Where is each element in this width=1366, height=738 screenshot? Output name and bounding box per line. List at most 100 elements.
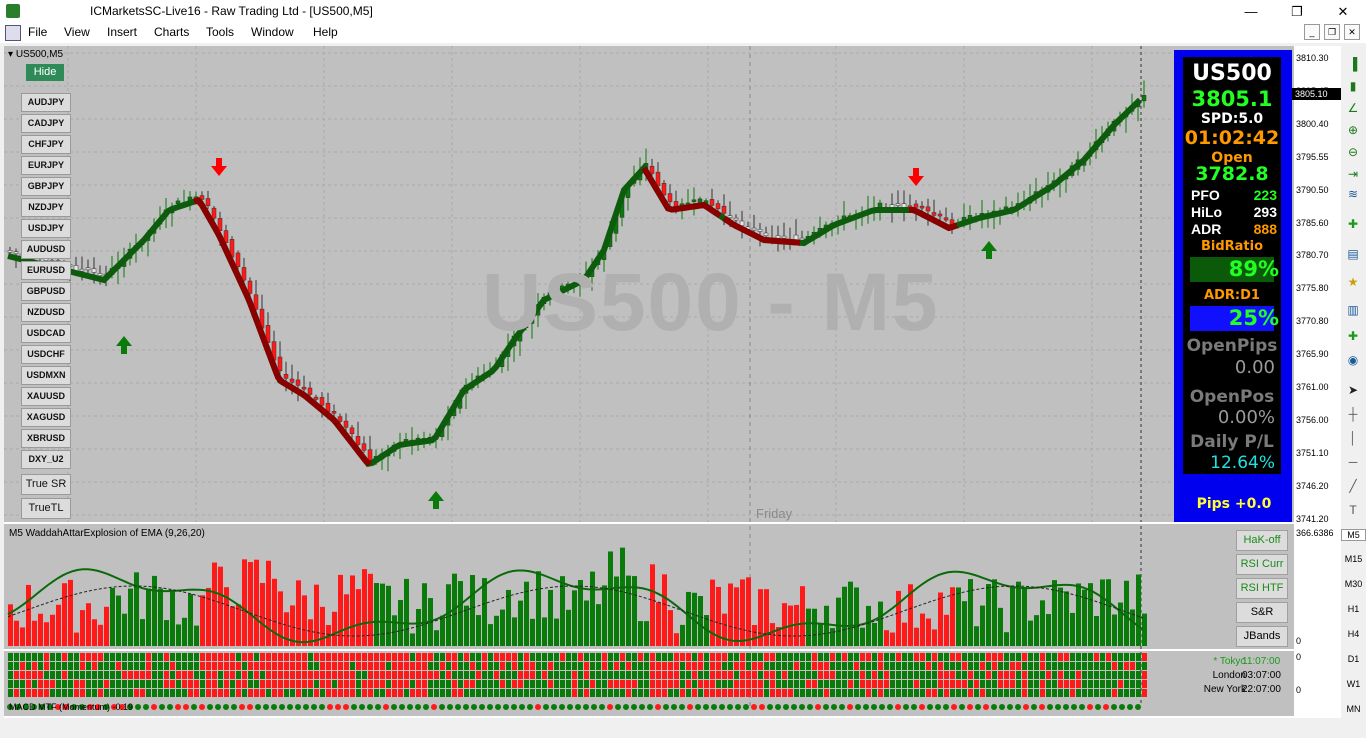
mdi-minimize-icon[interactable]: _ [1304, 24, 1320, 40]
crosshair-icon[interactable]: ┼ [1348, 407, 1358, 421]
symbol-button[interactable]: XAUUSD [21, 387, 71, 406]
symbol-button[interactable]: CHFJPY [21, 135, 71, 154]
properties-icon[interactable]: ▥ [1347, 303, 1359, 317]
true-tl-button[interactable]: TrueTL [21, 498, 71, 519]
menu-tools[interactable]: Tools [206, 25, 235, 39]
vertical-line-icon[interactable]: │ [1349, 431, 1357, 445]
symbol-button[interactable]: XBRUSD [21, 429, 71, 448]
indicator-toggle-button[interactable]: JBands [1236, 626, 1288, 647]
histogram-bar [908, 584, 913, 646]
symbol-button[interactable]: CADJPY [21, 114, 71, 133]
macd-cell [278, 671, 283, 679]
macd-cell [140, 653, 145, 661]
macd-cell [254, 680, 259, 688]
timeframe-h1[interactable]: H1 [1347, 604, 1360, 614]
price-scale[interactable] [1294, 46, 1341, 718]
symbol-button[interactable]: EURUSD [21, 261, 71, 280]
close-button[interactable]: ✕ [1337, 4, 1349, 19]
symbol-button[interactable]: NZDJPY [21, 198, 71, 217]
symbol-button[interactable]: AUDJPY [21, 93, 71, 112]
new-order-icon[interactable]: ✚ [1347, 329, 1359, 343]
cursor-icon[interactable]: ➤ [1347, 383, 1359, 397]
symbol-button[interactable]: GBPJPY [21, 177, 71, 196]
add-icon[interactable]: ✚ [1347, 217, 1359, 231]
indicator-toggle-button[interactable]: RSI HTF [1236, 578, 1288, 599]
symbol-button[interactable]: USDCAD [21, 324, 71, 343]
horizontal-line-icon[interactable]: ─ [1348, 455, 1358, 469]
macd-cell [176, 662, 181, 670]
macd-cell [80, 689, 85, 697]
true-sr-button[interactable]: True SR [21, 474, 71, 495]
macd-cell [632, 680, 637, 688]
macd-cell [926, 680, 931, 688]
menu-insert[interactable]: Insert [107, 25, 138, 39]
menu-help[interactable]: Help [313, 25, 338, 39]
chart-window[interactable]: US500 - M5 Friday ▾ US500,M5 Hide AUDJPY… [4, 46, 1341, 732]
zoom-in-icon[interactable]: ⊕ [1347, 123, 1359, 137]
zoom-out-icon[interactable]: ⊖ [1347, 145, 1359, 159]
chart-bar-icon[interactable]: ▐ [1348, 57, 1358, 71]
timeframe-h4[interactable]: H4 [1347, 629, 1360, 639]
menu-window[interactable]: Window [251, 25, 294, 39]
symbol-button[interactable]: EURJPY [21, 156, 71, 175]
text-icon[interactable]: T [1349, 503, 1357, 517]
chart-canvas[interactable] [4, 46, 1294, 716]
macd-cell [320, 689, 325, 697]
timeframe-m15[interactable]: M15 [1344, 554, 1363, 564]
pane-separator[interactable] [4, 522, 1294, 524]
macd-cell [1046, 662, 1051, 670]
histogram-bar [446, 584, 451, 646]
macd-cell [944, 680, 949, 688]
templates-icon[interactable]: ▤ [1347, 247, 1359, 261]
macd-cell [992, 689, 997, 697]
minimize-button[interactable]: — [1244, 4, 1258, 19]
symbol-button[interactable]: USDMXN [21, 366, 71, 385]
timeframe-m30[interactable]: M30 [1344, 579, 1363, 589]
menu-charts[interactable]: Charts [154, 25, 190, 39]
menu-file[interactable]: File [28, 25, 48, 39]
symbol-button[interactable]: USDCHF [21, 345, 71, 364]
favorites-icon[interactable]: ★ [1347, 275, 1359, 289]
macd-cell [284, 680, 289, 688]
line-chart-icon[interactable]: ∠ [1347, 101, 1359, 115]
candle-body [313, 396, 319, 400]
document-icon[interactable] [5, 25, 21, 41]
macd-cell [788, 680, 793, 688]
maximize-button[interactable]: ❐ [1291, 4, 1303, 19]
menu-view[interactable]: View [64, 25, 90, 39]
candlestick-icon[interactable]: ▮ [1349, 79, 1357, 93]
macd-cell [734, 689, 739, 697]
macd-cell [1094, 689, 1099, 697]
macd-dot [983, 704, 989, 710]
candle-body [283, 373, 289, 379]
macd-cell [584, 671, 589, 679]
timeframe-mn[interactable]: MN [1346, 704, 1361, 714]
symbol-button[interactable]: XAGUSD [21, 408, 71, 427]
mdi-close-icon[interactable]: ✕ [1344, 24, 1360, 40]
symbol-button[interactable]: USDJPY [21, 219, 71, 238]
price-tick-label: 3780.70 [1296, 250, 1329, 261]
indicator-toggle-button[interactable]: S&R [1236, 602, 1288, 623]
timeframe-d1[interactable]: D1 [1347, 654, 1360, 664]
trendline-icon[interactable]: ╱ [1349, 479, 1357, 493]
hide-button[interactable]: Hide [26, 64, 64, 81]
symbol-button[interactable]: DXY_U2 [21, 450, 71, 469]
symbol-button[interactable]: NZDUSD [21, 303, 71, 322]
symbol-button[interactable]: GBPUSD [21, 282, 71, 301]
histogram-bar [74, 632, 79, 646]
histogram-bar [152, 575, 157, 646]
macd-cell [914, 689, 919, 697]
pane-separator[interactable] [4, 649, 1294, 651]
macd-cell [1046, 680, 1051, 688]
autoscroll-icon[interactable]: ⇥ [1347, 167, 1359, 181]
timeframe-m5[interactable]: M5 [1341, 529, 1366, 541]
macd-cell [1094, 653, 1099, 661]
indicator-toggle-button[interactable]: RSI Curr [1236, 554, 1288, 575]
navigator-icon[interactable]: ◉ [1347, 353, 1359, 367]
timeframe-w1[interactable]: W1 [1346, 679, 1361, 689]
macd-cell [236, 671, 241, 679]
indicator-toggle-button[interactable]: HaK-off [1236, 530, 1288, 551]
indicators-icon[interactable]: ≋ [1347, 187, 1359, 201]
symbol-button[interactable]: AUDUSD [21, 240, 71, 259]
mdi-restore-icon[interactable]: ❐ [1324, 24, 1340, 40]
